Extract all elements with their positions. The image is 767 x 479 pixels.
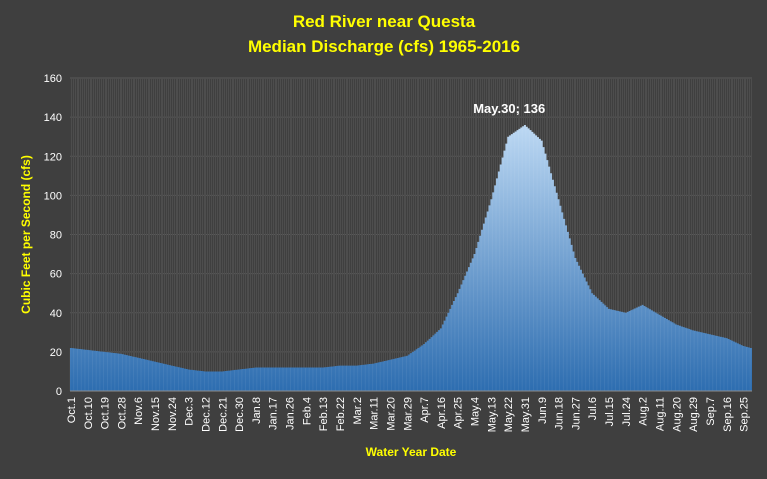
x-tick-label: Feb.22 [335, 397, 347, 431]
x-tick-label: Oct.1 [66, 397, 78, 423]
x-tick-label: Sep.16 [722, 397, 734, 432]
x-tick-label: Feb.13 [318, 397, 330, 431]
x-tick-label: Jan.26 [285, 397, 297, 430]
x-tick-label: Dec.21 [217, 397, 229, 432]
x-tick-label: Jun.9 [537, 397, 549, 424]
peak-annotation: May.30; 136 [473, 101, 545, 116]
x-tick-label: Mar.29 [402, 397, 414, 431]
x-axis-ticks: Oct.1 Oct.10 Oct.19 Oct.28 Nov.6 Nov.15 Nov.24… [66, 397, 751, 432]
x-tick-label: Apr.25 [453, 397, 465, 429]
x-tick-label: Apr.7 [419, 397, 431, 423]
x-tick-label: Apr.16 [436, 397, 448, 429]
y-tick-label: 0 [56, 386, 62, 398]
x-tick-label: Jun.18 [554, 397, 566, 430]
x-tick-label: Oct.28 [116, 397, 128, 429]
x-tick-label: Oct.19 [100, 397, 112, 429]
y-tick-label: 20 [50, 347, 62, 359]
y-tick-label: 160 [44, 73, 62, 85]
chart-title: Red River near Questa [293, 12, 476, 31]
x-tick-label: Nov.6 [133, 397, 145, 425]
x-tick-label: Jul.15 [604, 397, 616, 426]
discharge-area [70, 124, 752, 391]
x-tick-label: Aug.29 [688, 397, 700, 432]
x-tick-label: Dec.3 [184, 397, 196, 426]
x-tick-label: Nov.24 [167, 397, 179, 431]
x-tick-label: Mar.20 [385, 397, 397, 431]
y-tick-label: 100 [44, 190, 62, 202]
x-tick-label: May.22 [503, 397, 515, 432]
x-tick-label: Mar.11 [369, 397, 381, 430]
y-tick-label: 120 [44, 151, 62, 163]
x-tick-label: Jan.8 [251, 397, 263, 424]
x-tick-label: Jun.27 [570, 397, 582, 430]
y-axis-title: Cubic Feet per Second (cfs) [19, 155, 33, 314]
x-axis-title: Water Year Date [366, 445, 457, 459]
y-tick-label: 140 [44, 112, 62, 124]
x-tick-label: Feb.4 [301, 397, 313, 425]
y-axis-ticks: 0 20 40 60 80 100 120 140 160 [44, 73, 62, 398]
x-tick-label: Jul.6 [587, 397, 599, 420]
y-tick-label: 40 [50, 308, 62, 320]
y-tick-label: 60 [50, 269, 62, 281]
x-tick-label: Nov.15 [150, 397, 162, 431]
y-tick-label: 80 [50, 230, 62, 242]
x-tick-label: Sep.7 [705, 397, 717, 426]
plot-area [69, 124, 752, 392]
chart-subtitle: Median Discharge (cfs) 1965-2016 [248, 37, 520, 56]
x-tick-label: Jul.24 [621, 397, 633, 426]
x-tick-label: Oct.10 [83, 397, 95, 429]
x-tick-label: Jan.17 [268, 397, 280, 430]
x-tick-label: Aug.11 [655, 397, 667, 431]
x-tick-label: May.4 [470, 397, 482, 426]
x-tick-label: Sep.25 [739, 397, 751, 432]
x-tick-label: May.13 [486, 397, 498, 432]
x-tick-label: Dec.30 [234, 397, 246, 432]
x-tick-label: Aug.20 [671, 397, 683, 432]
x-tick-label: Aug.2 [638, 397, 650, 426]
x-tick-label: Dec.12 [200, 397, 212, 432]
x-tick-label: Mar.2 [352, 397, 364, 425]
x-tick-label: May.31 [520, 397, 532, 432]
